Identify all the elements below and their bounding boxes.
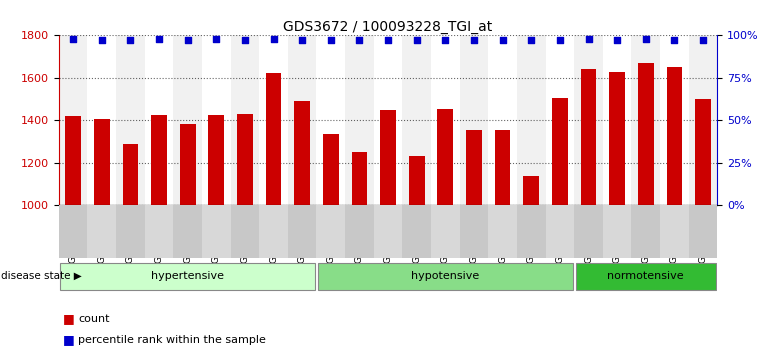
Point	[353, 38, 365, 43]
Bar	[88, 205, 116, 258]
Bar	[180, 124, 195, 205]
Point	[439, 38, 452, 43]
Point	[153, 36, 165, 42]
Point	[468, 38, 481, 43]
Point	[554, 38, 566, 43]
Point	[181, 38, 194, 43]
Bar	[431, 205, 459, 258]
Bar	[116, 35, 145, 205]
Bar	[459, 205, 488, 258]
Point	[611, 38, 623, 43]
Point	[267, 36, 280, 42]
Bar	[151, 115, 167, 205]
Bar	[266, 73, 281, 205]
Bar	[374, 205, 402, 258]
Bar	[288, 205, 317, 258]
Bar	[517, 205, 546, 258]
Text: disease state ▶: disease state ▶	[1, 271, 82, 281]
Bar	[173, 205, 202, 258]
Bar	[209, 115, 224, 205]
Point	[96, 38, 108, 43]
Point	[411, 38, 423, 43]
Bar	[380, 110, 396, 205]
Bar	[59, 35, 88, 205]
Point	[210, 36, 223, 42]
Bar	[351, 152, 368, 205]
Bar	[638, 63, 654, 205]
Bar	[345, 35, 374, 205]
Bar	[402, 35, 431, 205]
Point	[525, 38, 538, 43]
Bar	[466, 130, 482, 205]
Bar	[122, 144, 138, 205]
Bar	[60, 263, 315, 290]
Bar	[260, 205, 288, 258]
Bar	[323, 134, 339, 205]
Point	[238, 38, 251, 43]
Bar	[631, 205, 660, 258]
Text: hypertensive: hypertensive	[151, 271, 224, 281]
Bar	[488, 205, 517, 258]
Bar	[517, 35, 546, 205]
Bar	[688, 205, 717, 258]
Bar	[408, 156, 425, 205]
Text: count: count	[78, 314, 110, 324]
Bar	[288, 35, 317, 205]
Bar	[695, 99, 711, 205]
Bar	[437, 109, 453, 205]
Bar	[145, 205, 173, 258]
Text: hypotensive: hypotensive	[412, 271, 480, 281]
Bar	[318, 263, 573, 290]
Text: ■: ■	[63, 333, 74, 346]
Bar	[574, 35, 603, 205]
Bar	[230, 205, 260, 258]
Bar	[345, 205, 374, 258]
Bar	[173, 35, 202, 205]
Point	[382, 38, 394, 43]
Bar	[459, 35, 488, 205]
Bar	[524, 176, 539, 205]
Point	[697, 38, 710, 43]
Bar	[546, 205, 574, 258]
Bar	[202, 205, 230, 258]
Bar	[59, 205, 88, 258]
Bar	[65, 116, 81, 205]
Text: ■: ■	[63, 312, 74, 325]
Bar	[495, 130, 510, 205]
Bar	[574, 205, 603, 258]
Bar	[402, 205, 431, 258]
Bar	[116, 205, 145, 258]
Bar	[317, 205, 345, 258]
Bar	[603, 205, 631, 258]
Text: normotensive: normotensive	[608, 271, 684, 281]
Bar	[631, 35, 660, 205]
Point	[496, 38, 509, 43]
Bar	[237, 114, 252, 205]
Bar	[575, 263, 716, 290]
Point	[668, 38, 681, 43]
Bar	[294, 101, 310, 205]
Title: GDS3672 / 100093228_TGI_at: GDS3672 / 100093228_TGI_at	[284, 21, 492, 34]
Bar	[660, 205, 688, 258]
Point	[296, 38, 308, 43]
Bar	[688, 35, 717, 205]
Bar	[230, 35, 260, 205]
Text: percentile rank within the sample: percentile rank within the sample	[78, 335, 267, 345]
Bar	[609, 72, 625, 205]
Point	[583, 36, 595, 42]
Bar	[94, 119, 110, 205]
Bar	[552, 98, 568, 205]
Bar	[581, 69, 597, 205]
Point	[124, 38, 136, 43]
Point	[640, 36, 652, 42]
Point	[67, 36, 79, 42]
Bar	[666, 67, 682, 205]
Point	[325, 38, 337, 43]
